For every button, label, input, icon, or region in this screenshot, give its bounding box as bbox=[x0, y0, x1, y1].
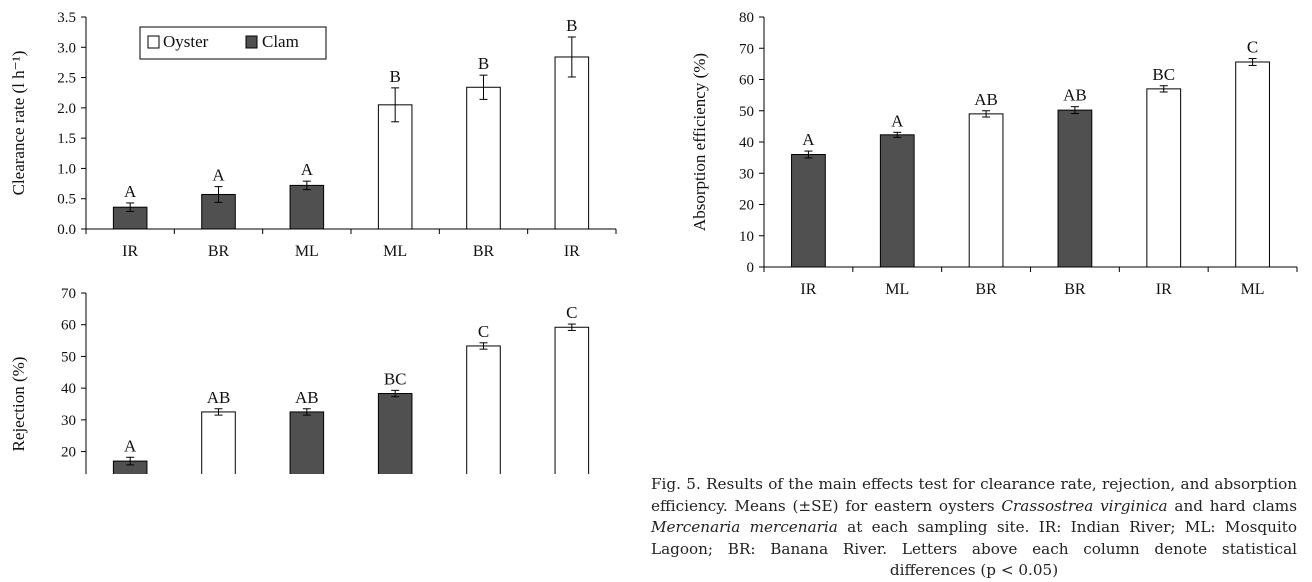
y-tick-label: 40 bbox=[739, 135, 754, 151]
legend-oyster-label: Oyster bbox=[163, 32, 209, 51]
y-axis-title: Absorption efficiency (%) bbox=[690, 53, 709, 231]
x-category-label: IR bbox=[1156, 281, 1172, 298]
y-tick-label: 70 bbox=[61, 286, 76, 302]
significance-letter: A bbox=[212, 166, 225, 185]
legend: Oyster Clam bbox=[139, 26, 327, 60]
y-tick-label: 60 bbox=[739, 73, 754, 89]
y-tick-label: 20 bbox=[61, 445, 76, 461]
bar bbox=[554, 326, 590, 474]
legend-clam-label: Clam bbox=[262, 32, 299, 51]
caption-species-2: Mercenaria mercenaria bbox=[651, 518, 838, 536]
significance-letter: A bbox=[891, 111, 904, 130]
bar bbox=[879, 134, 915, 268]
caption-label: Fig. 5. bbox=[651, 475, 701, 493]
significance-letter: BC bbox=[1152, 65, 1175, 84]
bar bbox=[377, 104, 413, 230]
significance-letter: B bbox=[389, 67, 400, 86]
significance-letter: B bbox=[566, 16, 577, 35]
y-tick-label: 1.5 bbox=[57, 131, 76, 147]
y-tick-label: 20 bbox=[739, 198, 754, 214]
significance-letter: AB bbox=[295, 388, 319, 407]
x-category-label: IR bbox=[122, 243, 138, 260]
significance-letter: C bbox=[1247, 38, 1258, 57]
x-category-label: IR bbox=[564, 243, 580, 260]
y-tick-label: 0.5 bbox=[57, 192, 76, 208]
bar bbox=[968, 113, 1004, 268]
y-axis-title: Rejection (%) bbox=[9, 357, 28, 452]
absorption-efficiency-chart: 0 10 20 30 40 50 60 70 80 Absorption efficiency (… bbox=[690, 10, 1298, 298]
significance-letter: AB bbox=[1063, 86, 1087, 105]
y-tick-label: 40 bbox=[61, 381, 76, 397]
rejection-chart: 010203040506070Rejection (%)ABRABBRABMLB… bbox=[9, 286, 590, 474]
y-tick-label: 50 bbox=[739, 104, 754, 120]
x-category-label: IR bbox=[800, 281, 816, 298]
y-tick-label: 60 bbox=[61, 318, 76, 334]
bar bbox=[1057, 109, 1093, 268]
x-category-label: ML bbox=[885, 281, 909, 298]
y-tick-label: 0.0 bbox=[57, 222, 76, 238]
x-category-label: ML bbox=[383, 243, 407, 260]
significance-letter: C bbox=[478, 322, 489, 341]
figure-canvas: 0.0 0.5 1.0 1.5 2.0 2.5 3.0 3.5 Clearance rate (… bbox=[9, 10, 1298, 474]
legend-box bbox=[139, 26, 327, 60]
y-tick-label: 70 bbox=[739, 41, 754, 57]
significance-letter: C bbox=[566, 303, 577, 322]
bar bbox=[466, 345, 501, 474]
y-tick-label: 3.0 bbox=[57, 40, 76, 56]
caption-text-2: and hard clams bbox=[1167, 496, 1297, 515]
significance-letter: AB bbox=[207, 388, 231, 407]
bar bbox=[289, 411, 325, 474]
bar bbox=[377, 393, 413, 474]
bar bbox=[466, 86, 501, 230]
significance-letter: A bbox=[301, 160, 314, 179]
bar bbox=[554, 56, 590, 230]
legend-oyster-swatch bbox=[147, 35, 160, 49]
y-tick-label: 2.0 bbox=[57, 101, 76, 117]
bar bbox=[1146, 88, 1182, 268]
significance-letter: B bbox=[478, 54, 489, 73]
y-tick-label: 50 bbox=[61, 349, 76, 365]
significance-letter: AB bbox=[974, 90, 998, 109]
y-tick-label: 30 bbox=[61, 413, 76, 429]
x-category-label: ML bbox=[1241, 281, 1265, 298]
significance-letter: BC bbox=[384, 369, 407, 388]
y-tick-label: 10 bbox=[739, 229, 754, 245]
bar bbox=[1235, 61, 1270, 268]
caption-species-1: Crassostrea virginica bbox=[1001, 496, 1168, 515]
bar bbox=[289, 184, 325, 230]
bar bbox=[791, 154, 826, 268]
legend-clam-swatch bbox=[245, 35, 258, 49]
figure-caption: Fig. 5. Results of the main effects test… bbox=[651, 474, 1297, 582]
clearance-rate-chart: 0.0 0.5 1.0 1.5 2.0 2.5 3.0 3.5 Clearance rate (… bbox=[9, 10, 617, 260]
significance-letter: A bbox=[124, 436, 137, 455]
y-axis-title: Clearance rate (l h⁻¹) bbox=[9, 51, 28, 196]
significance-letter: A bbox=[124, 182, 137, 201]
x-category-label: BR bbox=[975, 281, 997, 298]
significance-letter: A bbox=[802, 130, 815, 149]
x-category-label: BR bbox=[1064, 281, 1086, 298]
y-tick-label: 30 bbox=[739, 166, 754, 182]
x-category-label: ML bbox=[295, 243, 319, 260]
x-category-label: BR bbox=[473, 243, 495, 260]
caption-text-1: Results of the main effects test for cle… bbox=[651, 475, 1298, 515]
y-tick-label: 3.5 bbox=[57, 10, 76, 26]
y-tick-label: 1.0 bbox=[57, 161, 76, 177]
bar bbox=[201, 411, 236, 474]
y-tick-label: 2.5 bbox=[57, 71, 76, 87]
y-tick-label: 0 bbox=[747, 260, 755, 276]
y-tick-label: 80 bbox=[739, 10, 754, 26]
x-category-label: BR bbox=[208, 243, 230, 260]
